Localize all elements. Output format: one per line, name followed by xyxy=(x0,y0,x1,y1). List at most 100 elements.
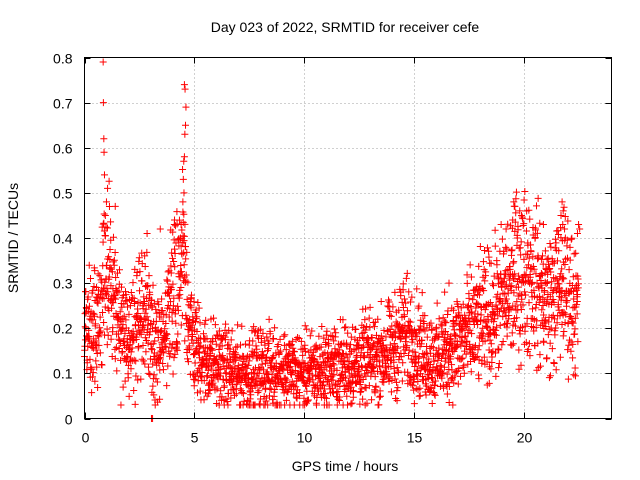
data-point xyxy=(167,298,175,306)
data-point xyxy=(487,365,495,373)
data-point xyxy=(560,328,568,336)
data-point xyxy=(177,284,185,292)
data-point xyxy=(149,281,157,289)
data-point xyxy=(312,364,320,372)
data-point xyxy=(557,294,565,302)
data-point xyxy=(492,331,500,339)
data-point xyxy=(545,260,553,268)
data-point xyxy=(177,220,185,228)
data-point xyxy=(306,332,314,340)
data-point xyxy=(511,302,519,310)
data-point xyxy=(561,234,569,242)
data-point xyxy=(143,229,151,237)
data-point xyxy=(103,291,111,299)
data-point xyxy=(109,258,117,266)
data-point xyxy=(255,400,263,408)
data-point xyxy=(109,324,117,332)
data-point xyxy=(91,377,99,385)
data-point xyxy=(479,330,487,338)
data-point xyxy=(241,340,249,348)
data-point xyxy=(543,354,551,362)
data-point xyxy=(561,225,569,233)
data-point xyxy=(444,378,452,386)
data-point xyxy=(564,346,572,354)
data-point xyxy=(164,277,172,285)
data-point xyxy=(437,320,445,328)
data-point xyxy=(266,384,274,392)
data-point xyxy=(391,375,399,383)
data-point xyxy=(527,248,535,256)
data-point xyxy=(521,187,529,195)
data-point xyxy=(89,316,97,324)
data-point xyxy=(509,340,517,348)
data-point xyxy=(441,357,449,365)
data-point xyxy=(122,316,130,324)
data-point xyxy=(443,370,451,378)
data-point xyxy=(82,288,90,296)
data-point xyxy=(152,305,160,313)
data-point xyxy=(532,226,540,234)
data-point xyxy=(128,332,136,340)
data-point xyxy=(96,349,104,357)
data-point xyxy=(164,268,172,276)
y-axis-label: SRMTID / TECUs xyxy=(5,183,21,293)
data-point xyxy=(473,299,481,307)
data-point xyxy=(288,378,296,386)
data-point xyxy=(495,346,503,354)
data-point xyxy=(175,294,183,302)
data-point xyxy=(157,327,165,335)
data-point xyxy=(342,323,350,331)
data-point xyxy=(142,305,150,313)
data-point xyxy=(466,261,474,269)
data-point xyxy=(408,325,416,333)
data-point xyxy=(492,326,500,334)
data-point xyxy=(405,288,413,296)
data-point xyxy=(94,270,102,278)
data-point xyxy=(227,336,235,344)
data-point xyxy=(177,262,185,270)
data-point xyxy=(521,288,529,296)
data-point xyxy=(91,320,99,328)
data-point xyxy=(294,333,302,341)
data-point xyxy=(359,395,367,403)
data-point xyxy=(169,280,177,288)
data-point xyxy=(469,296,477,304)
data-point xyxy=(125,392,133,400)
data-point xyxy=(483,301,491,309)
data-point xyxy=(243,370,251,378)
data-point xyxy=(536,351,544,359)
data-point xyxy=(303,325,311,333)
data-point xyxy=(543,279,551,287)
x-tick-label: 10 xyxy=(297,430,313,446)
data-point xyxy=(560,275,568,283)
data-point xyxy=(100,210,108,218)
data-point xyxy=(558,198,566,206)
data-point xyxy=(480,287,488,295)
data-point xyxy=(387,388,395,396)
data-point xyxy=(393,364,401,372)
data-point xyxy=(392,343,400,351)
data-point xyxy=(563,302,571,310)
data-point xyxy=(399,359,407,367)
data-point xyxy=(418,289,426,297)
data-point xyxy=(323,394,331,402)
data-point xyxy=(513,298,521,306)
data-point xyxy=(181,85,189,93)
data-point xyxy=(403,307,411,315)
data-point xyxy=(100,227,108,235)
data-point xyxy=(529,253,537,261)
data-point xyxy=(460,362,468,370)
data-point xyxy=(216,372,224,380)
data-point xyxy=(329,389,337,397)
data-point xyxy=(542,280,550,288)
data-point xyxy=(414,371,422,379)
y-tick-label: 0.8 xyxy=(53,51,73,67)
data-point xyxy=(171,249,179,257)
data-point xyxy=(111,202,119,210)
data-point xyxy=(420,354,428,362)
data-point xyxy=(494,290,502,298)
data-point xyxy=(296,392,304,400)
data-point xyxy=(423,333,431,341)
data-point xyxy=(95,341,103,349)
data-point xyxy=(474,310,482,318)
